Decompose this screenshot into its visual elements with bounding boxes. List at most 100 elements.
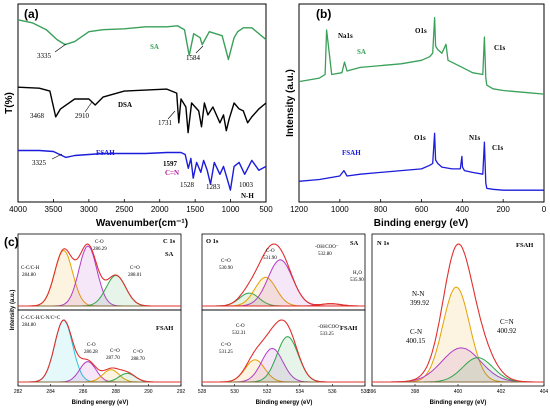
survey-x-ticks: 1200 1000 800 600 400 200 0 — [290, 199, 547, 214]
c1s-x-tick-label-0: 282 — [14, 389, 23, 395]
survey-x-axis-label: Binding energy (eV) — [374, 218, 468, 229]
ftir-series-fsah — [18, 149, 267, 191]
c1s-fsah-co-value: 286.28 — [84, 350, 98, 355]
o1s-panel: 528 530 532 534 536 538 Binding energy (eV) O… — [198, 233, 370, 406]
n1s-nn: N-N — [412, 290, 424, 298]
ftir-peak-1731: 1731 — [158, 119, 173, 127]
survey-x-tick-label-1: 1000 — [331, 205, 349, 214]
ftir-peak-2910-leader — [84, 101, 93, 113]
n1s-panel: 396 398 400 402 404 Binding energy (eV) N 1s… — [368, 233, 549, 406]
ftir-x-tick-label-0: 4000 — [9, 205, 27, 214]
survey-label-fsah: FSAH — [342, 149, 361, 157]
n1s-fsah-label: FSAH — [516, 242, 533, 249]
ftir-y-axis-label: T(%) — [4, 92, 15, 114]
ftir-peak-1003: 1003 — [239, 181, 254, 189]
survey-x-tick-label-6: 0 — [542, 205, 547, 214]
n1s-c2n: C=N — [500, 318, 514, 326]
c1s-x-axis-label: Binding energy (eV) — [72, 400, 129, 406]
survey-x-tick-label-3: 600 — [415, 205, 429, 214]
o1s-fsah-co-value: 532.31 — [232, 331, 246, 336]
c1s-sa-co: C-O — [95, 240, 104, 245]
survey-label-n1s: N1s — [469, 134, 481, 142]
c1s-x-tick-label-3: 288 — [112, 389, 121, 395]
ftir-x-tick-label-7: 500 — [259, 205, 273, 214]
o1s-x-tick-label-1: 530 — [230, 389, 239, 395]
o1s-sa-oh: -OH/COO⁻ — [315, 245, 339, 250]
survey-label-c1s-fsah: C1s — [492, 144, 504, 152]
ftir-x-axis-label: Wavenumber(cm⁻¹) — [96, 218, 188, 229]
ftir-series — [17, 19, 267, 191]
ftir-label-sa: SA — [150, 43, 159, 51]
ftir-label-nh: N-H — [241, 192, 254, 200]
o1s-frame-bottom — [201, 309, 366, 387]
ftir-peak-3325: 3325 — [32, 159, 47, 167]
survey-label-c1s-sa: C1s — [494, 44, 506, 52]
c1s-sa-c2o-value: 288.01 — [128, 273, 142, 278]
c1s-region-label: C 1s — [163, 238, 176, 245]
survey-x-tick-label-4: 400 — [456, 205, 470, 214]
o1s-fsah-c2o: C=O — [221, 343, 231, 348]
o1s-sa-envelope — [202, 243, 365, 307]
o1s-fsah-c2o-value: 531.25 — [219, 350, 233, 355]
o1s-x-ticks: 528 530 532 534 536 538 — [198, 384, 370, 395]
c1s-sa-label: SA — [165, 251, 174, 258]
ftir-x-tick-label-2: 3000 — [80, 205, 98, 214]
n1s-region-label: N 1s — [377, 240, 390, 247]
c1s-x-tick-label-4: 290 — [144, 389, 153, 395]
c1s-sa-c2o: C=O — [130, 266, 140, 271]
c1s-sa-peak-1 — [18, 245, 181, 307]
survey-series-fsah — [298, 132, 544, 191]
n1s-x-tick-label-0: 396 — [368, 389, 377, 395]
ftir-peak-3325-leader — [51, 153, 63, 160]
c1s-fsah-label: FSAH — [156, 325, 173, 332]
o1s-region-label: O 1s — [206, 238, 219, 245]
ftir-label-cn: C=N — [165, 169, 179, 177]
ftir-label-fsah: FSAH — [96, 149, 115, 157]
o1s-sa-co: C-O — [266, 249, 275, 254]
n1s-nn-value: 399.92 — [410, 299, 430, 307]
o1s-x-tick-label-5: 538 — [361, 389, 370, 395]
c1s-fsah-cc: C-C/C-H/C-N/C=C — [21, 316, 61, 321]
n1s-fsah-curves — [372, 243, 544, 383]
c1s-fsah-c2o-value: 287.70 — [106, 356, 120, 361]
ftir-peak-3335: 3335 — [37, 52, 52, 60]
c1s-fsah-cc-value: 284.80 — [22, 323, 36, 328]
survey-label-sa: SA — [357, 48, 366, 56]
c1s-x-tick-label-1: 284 — [46, 389, 55, 395]
ftir-series-dsa — [17, 86, 267, 134]
o1s-sa-oh-value: 532.80 — [318, 252, 332, 257]
o1s-sa-co-value: 531.90 — [263, 256, 277, 261]
n1s-x-ticks: 396 398 400 402 404 — [368, 384, 549, 395]
c1s-fsah-co: C-O — [87, 343, 96, 348]
c1s-sa-co-value: 286.29 — [93, 247, 107, 252]
o1s-sa-label: SA — [350, 240, 359, 247]
n1s-cn-value: 400.15 — [406, 337, 426, 345]
survey-x-tick-label-5: 200 — [496, 205, 510, 214]
n1s-x-tick-label-3: 402 — [497, 389, 506, 395]
o1s-fsah-curves — [202, 319, 365, 383]
survey-series — [298, 16, 545, 191]
o1s-x-tick-label-0: 528 — [198, 389, 207, 395]
panel-label-c: (c) — [4, 235, 19, 249]
c1s-x-tick-label-2: 286 — [79, 389, 88, 395]
ftir-series-sa — [17, 19, 267, 61]
ftir-x-tick-label-1: 3500 — [45, 205, 63, 214]
c1s-fsah-c3o: C=O — [133, 350, 143, 355]
c1s-x-ticks: 282 284 286 288 290 292 — [14, 384, 185, 395]
survey-x-tick-label-2: 800 — [374, 205, 388, 214]
o1s-sa-c2o-value: 530.90 — [219, 266, 233, 271]
n1s-x-tick-label-4: 404 — [540, 389, 549, 395]
c1s-sa-cc-value: 284.80 — [22, 273, 36, 278]
o1s-fsah-co: C-O — [236, 324, 245, 329]
ftir-peak-1584: 1584 — [186, 54, 201, 62]
ftir-peak-2910: 2910 — [75, 112, 90, 120]
ftir-x-tick-label-6: 1000 — [222, 205, 240, 214]
o1s-x-tick-label-3: 534 — [296, 389, 305, 395]
n1s-c2n-value: 400.92 — [497, 327, 517, 335]
ftir-peak-1731-leader — [167, 110, 176, 120]
o1s-sa-curves — [202, 243, 365, 307]
ftir-peak-3335-leader — [54, 43, 67, 53]
c1s-sa-cc: C-C/C-H — [21, 266, 40, 271]
ftir-x-tick-label-3: 2500 — [115, 205, 133, 214]
o1s-sa-h2o: H₂O — [353, 271, 362, 276]
